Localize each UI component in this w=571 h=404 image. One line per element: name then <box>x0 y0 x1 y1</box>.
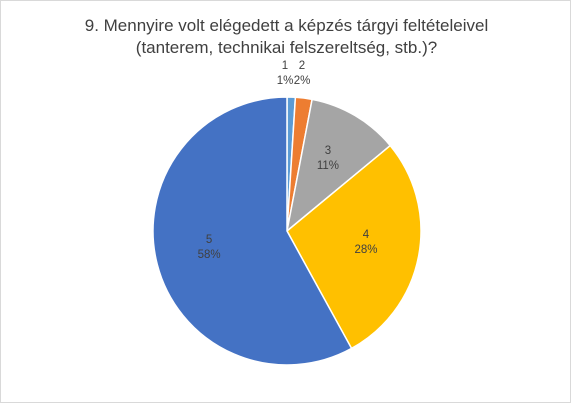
pie-slice-3 <box>285 98 392 233</box>
pie-slices <box>152 96 422 366</box>
chart-title-line-2: (tanterem, technikai felszereltség, stb.… <box>135 38 438 57</box>
slice-value-label-5: 58% <box>198 249 221 261</box>
slice-category-label-4: 4 <box>363 229 370 241</box>
slice-value-label-3: 11% <box>317 160 339 172</box>
slice-value-label-4: 28% <box>354 244 377 256</box>
slice-category-label-3: 3 <box>325 145 331 157</box>
pie-labels: 11%22%311%428%558% <box>198 60 378 261</box>
pie-slice-4 <box>286 144 422 350</box>
chart-title: 9. Mennyire volt elégedett a képzés tárg… <box>1 15 571 59</box>
slice-value-label-1: 1% <box>277 75 294 87</box>
slice-category-label-1: 1 <box>282 60 288 72</box>
slice-value-label-2: 2% <box>294 75 311 87</box>
pie-slice-5 <box>152 96 353 366</box>
chart-title-line-1: 9. Mennyire volt elégedett a képzés tárg… <box>84 16 489 35</box>
slice-category-label-2: 2 <box>299 60 305 72</box>
slice-category-label-5: 5 <box>206 234 212 246</box>
